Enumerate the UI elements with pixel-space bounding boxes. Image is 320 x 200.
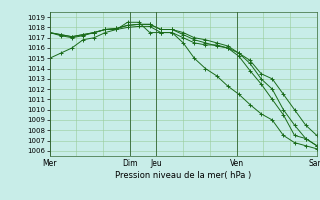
X-axis label: Pression niveau de la mer( hPa ): Pression niveau de la mer( hPa ) [115,171,251,180]
